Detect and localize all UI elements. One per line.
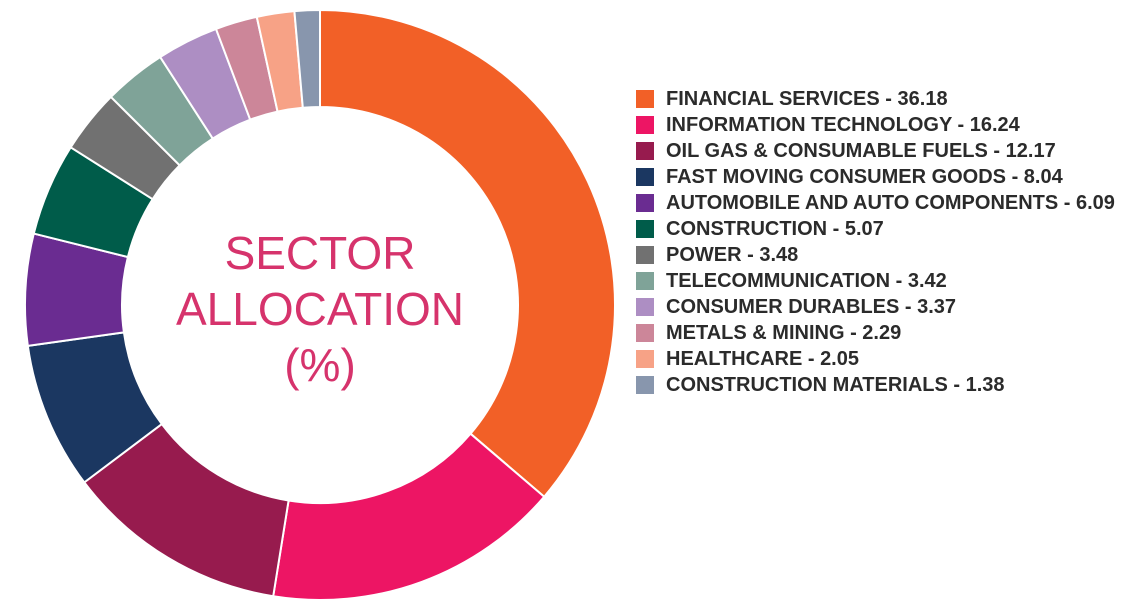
- legend-swatch: [636, 194, 654, 212]
- legend-swatch: [636, 116, 654, 134]
- legend-swatch: [636, 272, 654, 290]
- legend: FINANCIAL SERVICES - 36.18 INFORMATION TE…: [636, 86, 1116, 398]
- chart-title-line-1: SECTOR: [224, 227, 416, 279]
- legend-label: POWER - 3.48: [666, 244, 799, 266]
- legend-item-automobile-and-auto-components: AUTOMOBILE AND AUTO COMPONENTS - 6.09: [636, 190, 1116, 216]
- legend-label: CONSTRUCTION MATERIALS - 1.38: [666, 374, 1005, 396]
- legend-swatch: [636, 220, 654, 238]
- legend-swatch: [636, 376, 654, 394]
- legend-item-oil-gas-and-consumable-fuels: OIL GAS & CONSUMABLE FUELS - 12.17: [636, 138, 1116, 164]
- slice-construction-materials: [293, 8, 321, 109]
- legend-label: TELECOMMUNICATION - 3.42: [666, 270, 947, 292]
- legend-swatch: [636, 350, 654, 368]
- legend-item-metals-and-mining: METALS & MINING - 2.29: [636, 320, 1116, 346]
- slice-financial-services: [319, 8, 616, 499]
- legend-item-financial-services: FINANCIAL SERVICES - 36.18: [636, 86, 1116, 112]
- legend-label: HEALTHCARE - 2.05: [666, 348, 859, 370]
- legend-label: FINANCIAL SERVICES - 36.18: [666, 88, 948, 110]
- legend-label: FAST MOVING CONSUMER GOODS - 8.04: [666, 166, 1063, 188]
- chart-title-line-2: ALLOCATION: [176, 283, 464, 335]
- legend-swatch: [636, 298, 654, 316]
- chart-title: SECTOR ALLOCATION (%): [130, 225, 510, 393]
- legend-label: AUTOMOBILE AND AUTO COMPONENTS - 6.09: [666, 192, 1115, 214]
- legend-item-consumer-durables: CONSUMER DURABLES - 3.37: [636, 294, 1116, 320]
- legend-swatch: [636, 90, 654, 108]
- legend-label: CONSUMER DURABLES - 3.37: [666, 296, 957, 318]
- legend-item-telecommunication: TELECOMMUNICATION - 3.42: [636, 268, 1116, 294]
- legend-item-construction: CONSTRUCTION - 5.07: [636, 216, 1116, 242]
- legend-swatch: [636, 168, 654, 186]
- legend-item-fast-moving-consumer-goods: FAST MOVING CONSUMER GOODS - 8.04: [636, 164, 1116, 190]
- legend-swatch: [636, 246, 654, 264]
- legend-item-construction-materials: CONSTRUCTION MATERIALS - 1.38: [636, 372, 1116, 398]
- legend-item-healthcare: HEALTHCARE - 2.05: [636, 346, 1116, 372]
- legend-item-information-technology: INFORMATION TECHNOLOGY - 16.24: [636, 112, 1116, 138]
- legend-swatch: [636, 142, 654, 160]
- donut-chart: SECTOR ALLOCATION (%): [24, 8, 616, 601]
- chart-title-line-3: (%): [284, 339, 356, 391]
- legend-label: CONSTRUCTION - 5.07: [666, 218, 884, 240]
- legend-label: OIL GAS & CONSUMABLE FUELS - 12.17: [666, 140, 1056, 162]
- legend-label: INFORMATION TECHNOLOGY - 16.24: [666, 114, 1020, 136]
- legend-item-power: POWER - 3.48: [636, 242, 1116, 268]
- legend-label: METALS & MINING - 2.29: [666, 322, 902, 344]
- donut-svg: [24, 8, 616, 601]
- legend-swatch: [636, 324, 654, 342]
